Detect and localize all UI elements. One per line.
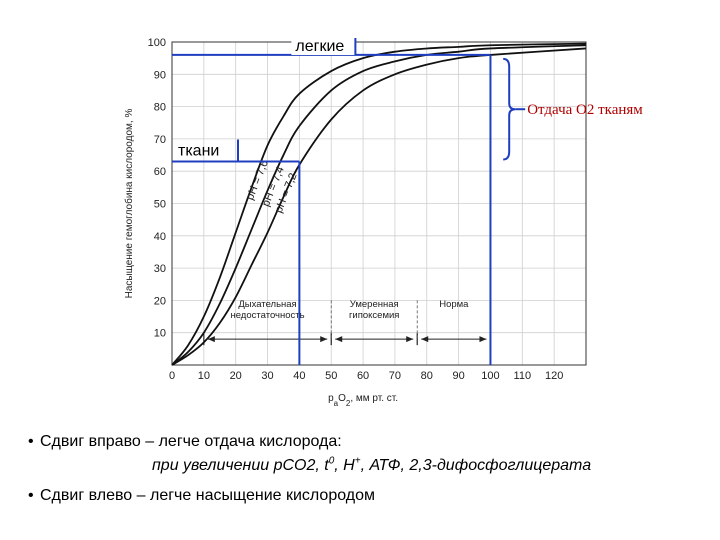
bullet-right-shift-text: Сдвиг вправо – легче отдача кислорода:	[40, 433, 342, 450]
x-tick-label: 50	[325, 370, 337, 382]
series-curve-0	[171, 42, 587, 366]
bullet-left-shift: • Сдвиг влево – легче насыщение кислородо…	[28, 486, 708, 506]
y-tick-label: 90	[154, 69, 166, 81]
bullets: • Сдвиг вправо – легче отдача кислорода: …	[28, 432, 708, 506]
oxygen-dissociation-chart: 0 10 20 30 40 50 60 70 80 90 100 110 120 10 20 30 40 50 60…	[123, 37, 643, 408]
bullet-right-shift: • Сдвиг вправо – легче отдача кислорода:	[28, 432, 708, 452]
bullet-dot-icon: •	[28, 487, 34, 504]
right-shift-factors: при увеличении pCO2, t0, H+, АТФ, 2,3-ди…	[152, 456, 708, 476]
zone-arrow-right-icon	[406, 336, 414, 343]
annotations: легкие ткани Отдача О2 тканям	[172, 38, 643, 365]
plot-frame	[171, 41, 587, 366]
x-tick-label: 90	[452, 370, 464, 382]
zone-label-0: недостаточность	[230, 310, 304, 321]
zone-label-1: Умеренная	[350, 299, 399, 310]
x-tick-label: 10	[198, 370, 210, 382]
x-tick-label: 20	[230, 370, 242, 382]
zone-label-0: Дыхательная	[238, 299, 296, 310]
x-tick-label: 80	[421, 370, 433, 382]
x-tick-label: 110	[514, 370, 532, 382]
x-tick-label: 30	[261, 370, 273, 382]
tissues-label: ткани	[178, 143, 219, 160]
series-curve-1	[171, 44, 587, 366]
zone-label-1: гипоксемия	[349, 310, 399, 321]
release-label: Отдача О2 тканям	[527, 102, 643, 118]
series-curve-2	[171, 47, 587, 366]
y-tick-label: 20	[154, 295, 166, 307]
y-axis-title: Насыщение гемоглобина кислородом, %	[123, 109, 135, 299]
y-tick-label: 50	[154, 199, 166, 211]
factors-sup-plus: +	[354, 455, 361, 467]
x-tick-label: 40	[293, 370, 305, 382]
x-axis-title: paO2, мм рт. ст.	[328, 393, 398, 408]
bullet-dot-icon: •	[28, 433, 34, 450]
x-tick-label: 100	[481, 370, 499, 382]
lungs-label: легкие	[295, 38, 344, 55]
y-tick-label: 100	[148, 37, 166, 49]
zone-arrow-right-icon	[320, 336, 328, 343]
y-tick-label: 60	[154, 166, 166, 178]
y-tick-label: 30	[154, 263, 166, 275]
zone-arrow-left-icon	[207, 336, 215, 343]
y-tick-label: 10	[154, 328, 166, 340]
factors-mid: , H	[334, 457, 355, 474]
y-tick-label: 40	[154, 231, 166, 243]
lungs-label-bg	[291, 38, 356, 55]
y-tick-label: 80	[154, 102, 166, 114]
zone-arrow-left-icon	[335, 336, 343, 343]
x-tick-label: 60	[357, 370, 369, 382]
factors-sup-0: 0	[328, 455, 335, 467]
bullet-left-shift-text: Сдвиг влево – легче насыщение кислородом	[40, 487, 375, 504]
zone-label-2: Норма	[439, 299, 469, 310]
x-tick-label: 0	[169, 370, 175, 382]
zone-arrow-left-icon	[421, 336, 429, 343]
chart-axes: 0 10 20 30 40 50 60 70 80 90 100 110 120 10 20 30 40 50 60…	[123, 37, 587, 408]
y-tick-label: 70	[154, 134, 166, 146]
x-tick-label: 120	[545, 370, 563, 382]
factors-prefix: при увеличении pCO2, t	[152, 457, 329, 474]
zone-arrow-right-icon	[479, 336, 487, 343]
factors-suffix: , АТФ, 2,3-дифосфоглицерата	[360, 457, 592, 474]
x-tick-label: 70	[389, 370, 401, 382]
